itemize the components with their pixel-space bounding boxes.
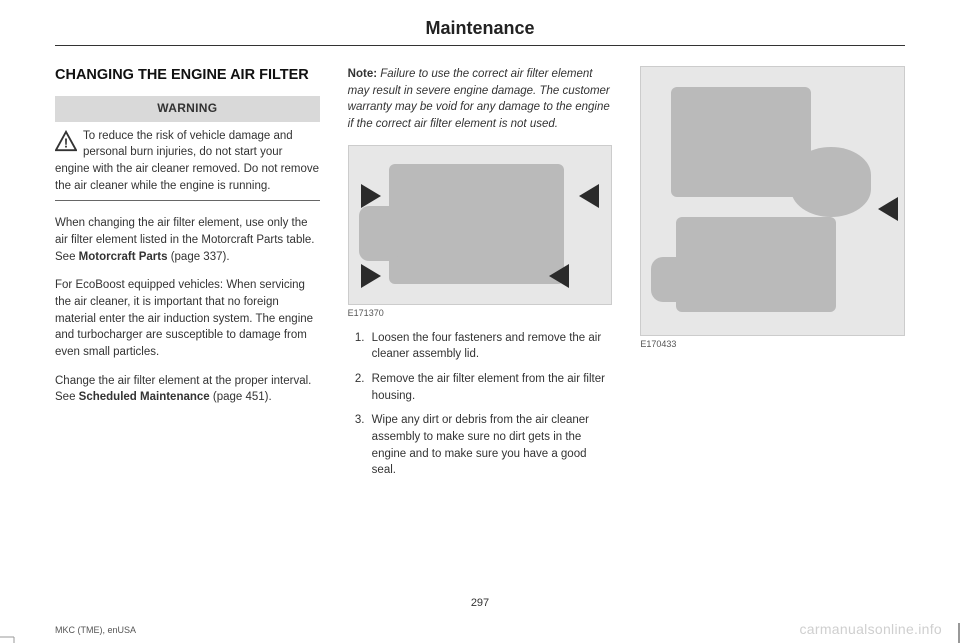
watermark: carmanualsonline.info: [800, 621, 943, 637]
para1-post: (page 337).: [168, 251, 230, 263]
step-2: Remove the air filter element from the a…: [368, 371, 613, 404]
warning-header: WARNING: [55, 96, 320, 121]
para3-bold: Scheduled Maintenance: [79, 391, 210, 403]
figure-2: [640, 66, 905, 336]
column-2: Note: Failure to use the correct air fil…: [348, 66, 613, 487]
warning-body: ! To reduce the risk of vehicle damage a…: [55, 128, 320, 195]
warning-rule: [55, 200, 320, 201]
warning-triangle-icon: !: [55, 130, 77, 152]
figure-2-label: E170433: [640, 338, 905, 351]
column-3: E170433: [640, 66, 905, 487]
page-number: 297: [0, 597, 960, 609]
figure-1: [348, 145, 613, 305]
para3-post: (page 451).: [210, 391, 272, 403]
step-3: Wipe any dirt or debris from the air cle…: [368, 412, 613, 479]
note-paragraph: Note: Failure to use the correct air fil…: [348, 66, 613, 133]
note-text: Failure to use the correct air filter el…: [348, 68, 610, 130]
paragraph-3: Change the air filter element at the pro…: [55, 373, 320, 406]
page-title: Maintenance: [0, 0, 960, 45]
note-label: Note:: [348, 68, 377, 80]
para1-bold: Motorcraft Parts: [79, 251, 168, 263]
crop-mark-icon: [0, 623, 20, 643]
svg-text:!: !: [64, 135, 68, 150]
figure-1-label: E171370: [348, 307, 613, 320]
section-heading: CHANGING THE ENGINE AIR FILTER: [55, 66, 320, 84]
column-1: CHANGING THE ENGINE AIR FILTER WARNING !…: [55, 66, 320, 487]
header-rule: [55, 45, 905, 46]
content-columns: CHANGING THE ENGINE AIR FILTER WARNING !…: [0, 66, 960, 487]
paragraph-2: For EcoBoost equipped vehicles: When ser…: [55, 277, 320, 360]
step-1: Loosen the four fasteners and remove the…: [368, 330, 613, 363]
paragraph-1: When changing the air filter element, us…: [55, 215, 320, 265]
doc-code: MKC (TME), enUSA: [55, 625, 136, 635]
steps-list: Loosen the four fasteners and remove the…: [348, 330, 613, 479]
warning-text: To reduce the risk of vehicle damage and…: [55, 130, 319, 192]
